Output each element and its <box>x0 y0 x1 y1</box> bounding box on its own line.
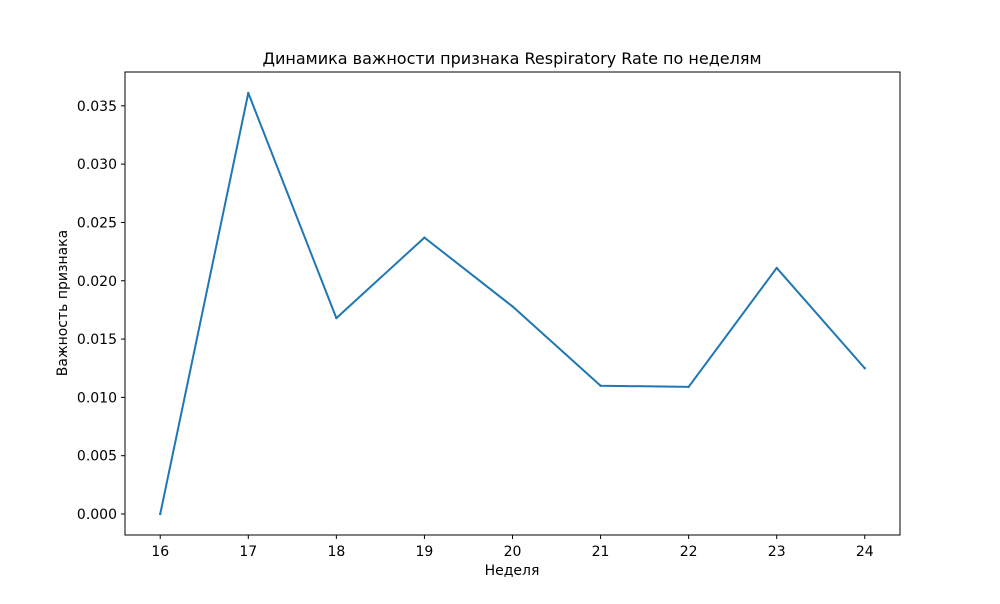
x-tick-label: 20 <box>504 544 522 560</box>
data-point <box>775 266 778 270</box>
x-tick-label: 22 <box>680 544 698 560</box>
y-tick-label: 0.020 <box>77 274 117 290</box>
y-tick-label: 0.010 <box>77 390 117 406</box>
x-tick-label: 23 <box>768 544 786 560</box>
x-tick-label: 24 <box>856 544 874 560</box>
y-tick-label: 0.030 <box>77 157 117 173</box>
y-tick-label: 0.005 <box>77 449 117 465</box>
x-axis-ticks: 16 17 18 19 20 21 22 23 24 <box>151 535 874 560</box>
y-axis-ticks: 0.000 0.005 0.010 0.015 0.020 0.025 0.030 0.035 <box>77 99 125 523</box>
x-tick-label: 19 <box>416 544 434 560</box>
y-tick-label: 0.000 <box>77 507 117 523</box>
x-tick-label: 21 <box>592 544 610 560</box>
y-tick-label: 0.025 <box>77 215 117 231</box>
data-point <box>511 305 514 308</box>
data-point <box>335 316 338 320</box>
chart-title: Динамика важности признака Respiratory R… <box>262 49 761 68</box>
data-point <box>247 91 250 95</box>
y-axis-label: Важность признака <box>55 230 71 376</box>
x-tick-label: 18 <box>327 544 345 560</box>
x-tick-label: 16 <box>151 544 169 560</box>
data-point <box>423 236 426 239</box>
series-layer <box>159 91 866 516</box>
y-tick-label: 0.035 <box>77 99 117 115</box>
plot-area-frame <box>124 71 901 536</box>
data-point <box>687 385 690 389</box>
data-point <box>599 384 602 387</box>
data-point <box>159 512 162 516</box>
y-tick-label: 0.015 <box>77 332 117 348</box>
x-tick-label: 17 <box>239 544 257 560</box>
x-axis-label: Неделя <box>485 563 540 579</box>
data-point <box>863 367 866 370</box>
